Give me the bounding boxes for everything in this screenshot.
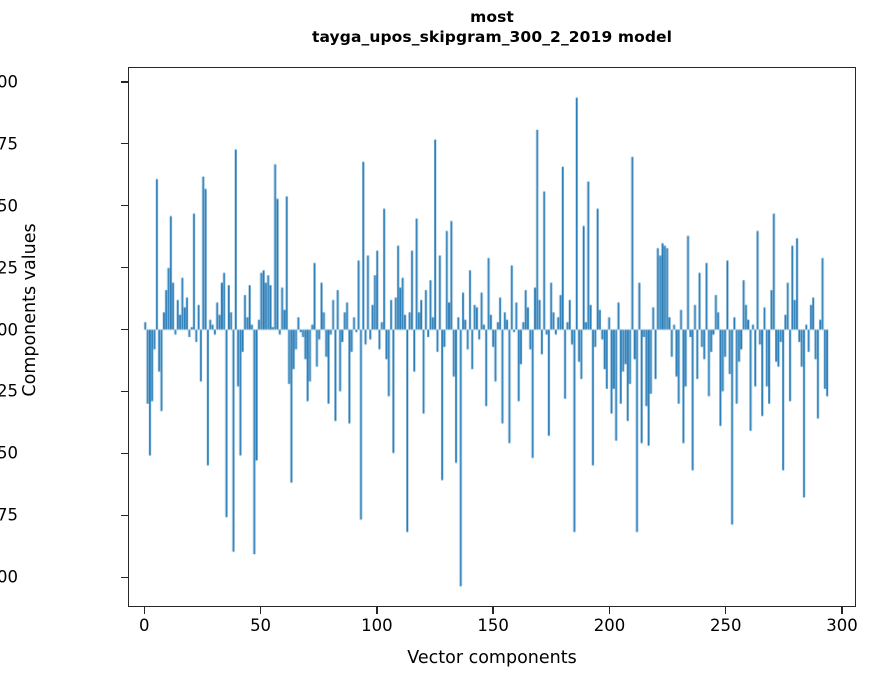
x-axis-tick-label: 300 xyxy=(826,616,858,635)
y-axis-tick-label: 1.00 xyxy=(0,72,18,92)
plot-axes xyxy=(128,67,856,607)
y-axis-tick-mark xyxy=(121,514,128,517)
x-axis-tick-mark xyxy=(725,607,727,614)
y-axis-tick-label: 0.75 xyxy=(0,134,18,154)
x-axis-tick-mark xyxy=(376,607,378,614)
x-axis-tick-mark xyxy=(492,607,494,614)
y-axis-tick-label: −0.50 xyxy=(0,443,18,463)
y-axis-label: Components values xyxy=(20,223,40,397)
y-axis-tick-mark xyxy=(121,452,128,455)
x-axis-tick-mark xyxy=(608,607,611,614)
x-axis-tick-mark xyxy=(143,607,145,614)
chart-title: most tayga_upos_skipgram_300_2_2019 mode… xyxy=(128,8,856,48)
x-axis-tick-label: 200 xyxy=(593,616,626,635)
y-axis-tick-mark xyxy=(121,266,128,269)
y-axis-tick-label: −1.00 xyxy=(0,567,18,587)
y-axis-tick-label: 0.25 xyxy=(0,258,18,278)
y-axis-tick-mark xyxy=(121,143,128,145)
chart-title-line-2: tayga_upos_skipgram_300_2_2019 model xyxy=(311,27,673,46)
y-axis-tick-mark xyxy=(121,205,128,207)
x-axis-tick-label: 50 xyxy=(250,616,272,635)
y-axis-tick-mark xyxy=(121,328,128,331)
y-axis-tick-label: −0.75 xyxy=(0,505,18,525)
y-axis-tick-label: 0.00 xyxy=(0,320,18,340)
y-axis-tick-label: −0.25 xyxy=(0,381,18,401)
x-axis-label: Vector components xyxy=(407,648,577,668)
y-axis-tick-mark xyxy=(121,576,128,578)
y-axis-tick-mark xyxy=(121,390,128,393)
y-axis-tick-mark xyxy=(121,81,128,83)
x-axis-tick-label: 150 xyxy=(477,616,509,635)
bar-series-canvas xyxy=(129,68,855,606)
x-axis-tick-mark xyxy=(259,607,262,614)
chart-title-line-1: most xyxy=(470,8,514,26)
y-axis-tick-label: 0.50 xyxy=(0,196,18,216)
x-axis-tick-label: 250 xyxy=(710,616,742,635)
x-axis-tick-label: 0 xyxy=(139,616,150,635)
x-axis-tick-mark xyxy=(841,607,843,614)
x-axis-tick-label: 100 xyxy=(361,616,393,635)
